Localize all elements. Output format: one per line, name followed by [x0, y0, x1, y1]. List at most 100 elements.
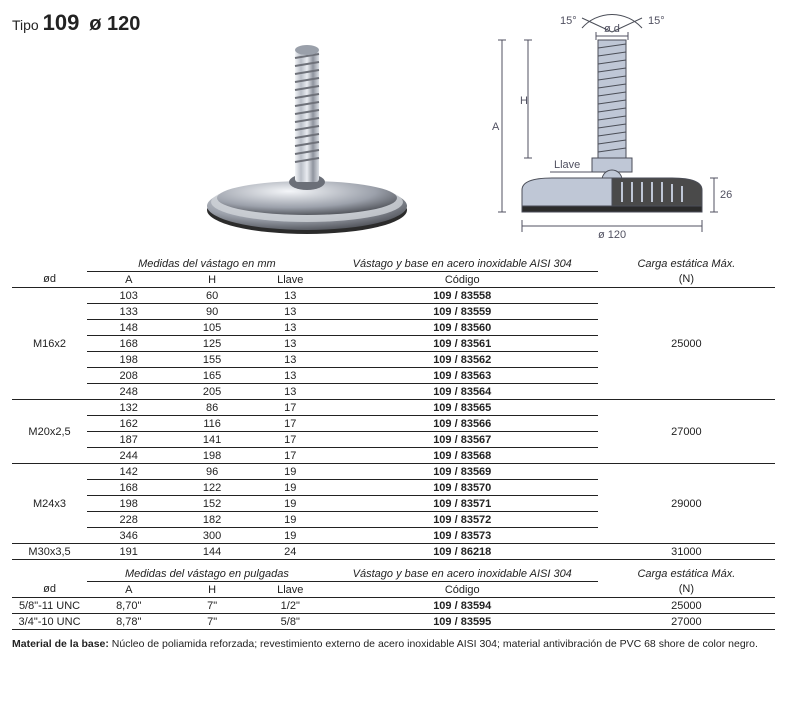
- band-load: Carga estática Máx.: [598, 256, 775, 272]
- table-row: Medidas del vástago en mm Vástago y base…: [12, 256, 775, 272]
- cell-code: 109 / 83559: [327, 304, 598, 320]
- cell-code: 109 / 83566: [327, 416, 598, 432]
- cell-load: 25000: [598, 288, 775, 400]
- head-A: A: [87, 582, 170, 598]
- cell-A: 248: [87, 384, 170, 400]
- cell-ll: 5/8": [254, 614, 327, 630]
- dim-H: H: [520, 95, 528, 107]
- cell-load: 27000: [598, 400, 775, 464]
- diameter-label: ø 120: [89, 13, 140, 35]
- cell-code: 109 / 83572: [327, 512, 598, 528]
- head-od: ød: [12, 582, 87, 598]
- cell-H: 60: [170, 288, 253, 304]
- cell-code: 109 / 83562: [327, 352, 598, 368]
- table-row: M20x2,51328617109 / 8356527000: [12, 400, 775, 416]
- header-region: Tipo 109 ø 120: [12, 10, 775, 250]
- cell-H: 116: [170, 416, 253, 432]
- cell-A: 244: [87, 448, 170, 464]
- cell-ll: 1/2": [254, 598, 327, 614]
- band-load-in: Carga estática Máx.: [598, 566, 775, 582]
- head-ll: Llave: [254, 272, 327, 288]
- table-row: 5/8"-11 UNC8,70"7"1/2"109 / 8359425000: [12, 598, 775, 614]
- cell-H: 86: [170, 400, 253, 416]
- head-code: Código: [327, 582, 598, 598]
- cell-A: 162: [87, 416, 170, 432]
- technical-diagram: 15° 15° ø d Llave: [462, 10, 762, 250]
- cell-code: 109 / 83568: [327, 448, 598, 464]
- table-row: Medidas del vástago en pulgadas Vástago …: [12, 566, 775, 582]
- cell-code: 109 / 83564: [327, 384, 598, 400]
- cell-code: 109 / 83573: [327, 528, 598, 544]
- cell-load: 29000: [598, 464, 775, 544]
- cell-H: 205: [170, 384, 253, 400]
- dim-od: ø d: [604, 23, 620, 35]
- head-load-unit: (N): [598, 582, 775, 598]
- angle-left: 15°: [560, 15, 577, 27]
- cell-code: 109 / 83561: [327, 336, 598, 352]
- band-code: Vástago y base en acero inoxidable AISI …: [327, 256, 598, 272]
- cell-ll: 13: [254, 368, 327, 384]
- cell-code: 109 / 86218: [327, 544, 598, 560]
- cell-od: 3/4"-10 UNC: [12, 614, 87, 630]
- cell-ll: 13: [254, 288, 327, 304]
- head-H: H: [170, 272, 253, 288]
- head-A: A: [87, 272, 170, 288]
- cell-A: 133: [87, 304, 170, 320]
- cell-H: 144: [170, 544, 253, 560]
- cell-ll: 13: [254, 384, 327, 400]
- cell-A: 187: [87, 432, 170, 448]
- cell-load: 31000: [598, 544, 775, 560]
- cell-code: 109 / 83570: [327, 480, 598, 496]
- cell-od: 5/8"-11 UNC: [12, 598, 87, 614]
- cell-ll: 13: [254, 304, 327, 320]
- cell-A: 132: [87, 400, 170, 416]
- table-row: ød A H Llave Código (N): [12, 272, 775, 288]
- table-row: M30x3,519114424109 / 8621831000: [12, 544, 775, 560]
- angle-right: 15°: [648, 15, 665, 27]
- cell-H: 96: [170, 464, 253, 480]
- head-H: H: [170, 582, 253, 598]
- dim-llave: Llave: [554, 159, 580, 171]
- product-photo: [182, 10, 432, 250]
- cell-ll: 19: [254, 464, 327, 480]
- table-inches: Medidas del vástago en pulgadas Vástago …: [12, 566, 775, 630]
- cell-A: 168: [87, 480, 170, 496]
- table-row: M16x21036013109 / 8355825000: [12, 288, 775, 304]
- cell-code: 109 / 83563: [327, 368, 598, 384]
- cell-ll: 19: [254, 528, 327, 544]
- table-row: M24x31429619109 / 8356929000: [12, 464, 775, 480]
- table-mm: Medidas del vástago en mm Vástago y base…: [12, 256, 775, 560]
- cell-H: 152: [170, 496, 253, 512]
- cell-load: 25000: [598, 598, 775, 614]
- cell-A: 228: [87, 512, 170, 528]
- cell-A: 8,70": [87, 598, 170, 614]
- cell-A: 208: [87, 368, 170, 384]
- table-row: 3/4"-10 UNC8,78"7"5/8"109 / 8359527000: [12, 614, 775, 630]
- dim-base-d: ø 120: [598, 229, 626, 241]
- cell-H: 7": [170, 614, 253, 630]
- cell-A: 8,78": [87, 614, 170, 630]
- cell-ll: 19: [254, 480, 327, 496]
- cell-ll: 24: [254, 544, 327, 560]
- cell-ll: 17: [254, 400, 327, 416]
- cell-H: 90: [170, 304, 253, 320]
- cell-H: 165: [170, 368, 253, 384]
- band-code-in: Vástago y base en acero inoxidable AISI …: [327, 566, 598, 582]
- cell-A: 198: [87, 352, 170, 368]
- cell-code: 109 / 83558: [327, 288, 598, 304]
- cell-od: M24x3: [12, 464, 87, 544]
- head-load-unit: (N): [598, 272, 775, 288]
- cell-ll: 13: [254, 320, 327, 336]
- band-measures-in: Medidas del vástago en pulgadas: [87, 566, 327, 582]
- cell-load: 27000: [598, 614, 775, 630]
- cell-ll: 13: [254, 336, 327, 352]
- material-text: Núcleo de poliamida reforzada; revestimi…: [112, 638, 758, 650]
- dim-base-h: 26: [720, 189, 732, 201]
- cell-H: 198: [170, 448, 253, 464]
- cell-H: 7": [170, 598, 253, 614]
- cell-A: 168: [87, 336, 170, 352]
- cell-code: 109 / 83560: [327, 320, 598, 336]
- title-block: Tipo 109 ø 120: [12, 10, 152, 36]
- cell-code: 109 / 83567: [327, 432, 598, 448]
- table-row: ød A H Llave Código (N): [12, 582, 775, 598]
